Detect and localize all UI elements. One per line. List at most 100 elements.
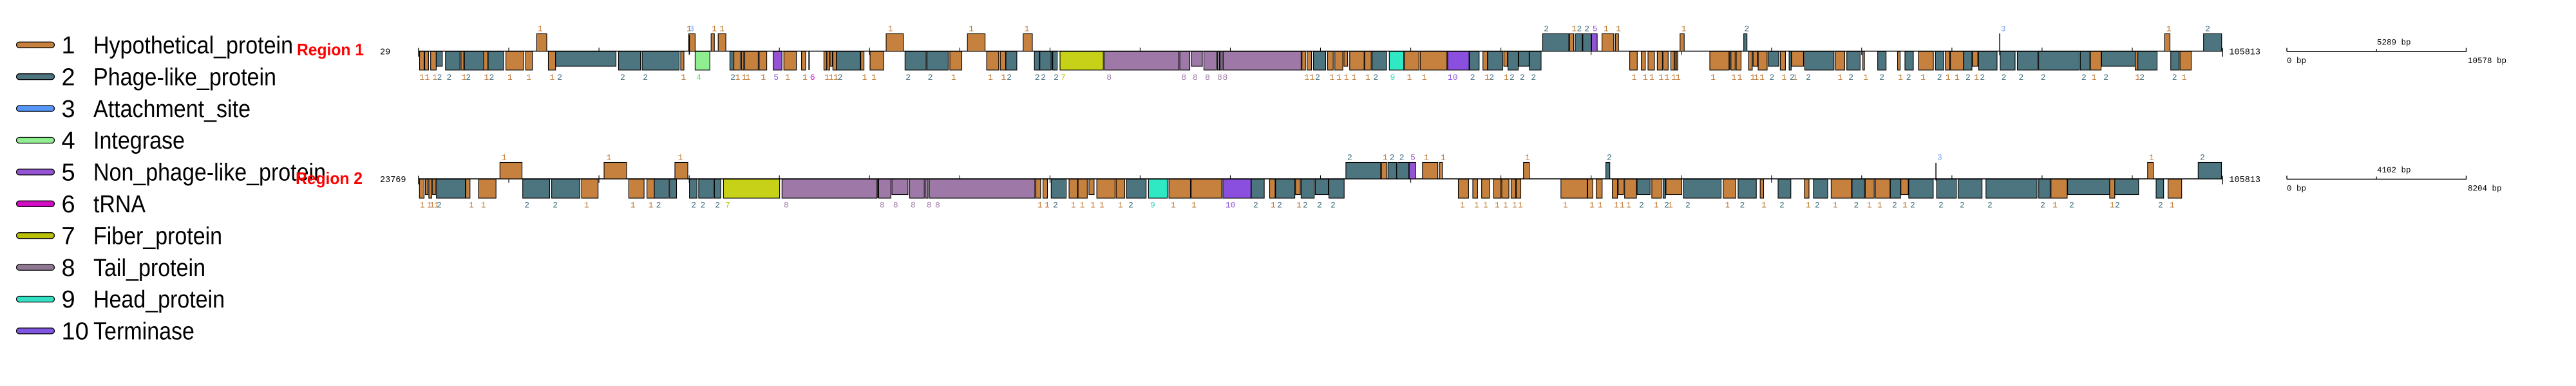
svg-text:1: 1: [1920, 73, 1926, 82]
svg-text:2: 2: [466, 73, 471, 82]
svg-text:9: 9: [1150, 201, 1155, 210]
svg-text:2: 2: [1848, 73, 1853, 82]
svg-text:1: 1: [462, 73, 467, 82]
svg-text:1: 1: [1946, 73, 1951, 82]
svg-text:1: 1: [1658, 73, 1663, 82]
svg-text:2: 2: [1390, 153, 1395, 163]
svg-text:1: 1: [630, 201, 636, 210]
svg-text:1: 1: [550, 73, 555, 82]
svg-text:1: 1: [1118, 201, 1123, 210]
svg-text:2: 2: [715, 201, 720, 210]
svg-text:1: 1: [1598, 201, 1603, 210]
svg-text:1: 1: [1525, 153, 1530, 163]
svg-text:Hypothetical_protein: Hypothetical_protein: [93, 32, 293, 59]
svg-text:1: 1: [833, 73, 838, 82]
svg-text:2: 2: [2002, 73, 2007, 82]
svg-text:1: 1: [951, 73, 956, 82]
svg-text:1: 1: [2136, 73, 2141, 82]
svg-text:8: 8: [893, 201, 898, 210]
svg-text:1: 1: [1877, 201, 1882, 210]
svg-text:8: 8: [62, 255, 75, 282]
svg-text:1: 1: [1296, 201, 1302, 210]
svg-text:2: 2: [1910, 201, 1915, 210]
svg-text:10578 bp: 10578 bp: [2468, 57, 2506, 66]
svg-text:4102 bp: 4102 bp: [2377, 166, 2411, 175]
svg-text:2: 2: [1303, 201, 1308, 210]
svg-text:2: 2: [1607, 153, 1612, 163]
svg-text:1: 1: [62, 32, 75, 59]
svg-text:1: 1: [432, 73, 437, 82]
svg-text:Terminase: Terminase: [93, 318, 194, 345]
svg-text:1: 1: [1422, 73, 1427, 82]
svg-text:1: 1: [1344, 73, 1349, 82]
svg-text:5: 5: [62, 160, 75, 187]
svg-text:2: 2: [2081, 73, 2087, 82]
svg-text:1: 1: [862, 73, 867, 82]
svg-text:1: 1: [1614, 201, 1619, 210]
svg-text:2: 2: [2158, 201, 2163, 210]
svg-text:1: 1: [502, 153, 507, 163]
svg-text:1: 1: [1867, 201, 1872, 210]
svg-text:5: 5: [1593, 24, 1598, 34]
svg-text:7: 7: [62, 223, 75, 250]
svg-text:1: 1: [1563, 201, 1568, 210]
svg-text:1: 1: [1001, 73, 1007, 82]
svg-text:2: 2: [557, 73, 562, 82]
svg-text:1: 1: [1304, 73, 1309, 82]
svg-text:1: 1: [1806, 201, 1811, 210]
svg-text:2: 2: [447, 73, 452, 82]
svg-text:2: 2: [2172, 73, 2177, 82]
svg-text:23769: 23769: [380, 176, 406, 185]
svg-text:1: 1: [1676, 73, 1681, 82]
svg-text:Tail_protein: Tail_protein: [93, 255, 205, 282]
svg-text:1: 1: [1863, 73, 1868, 82]
svg-text:2: 2: [2041, 73, 2046, 82]
svg-text:0 bp: 0 bp: [2287, 57, 2306, 66]
svg-text:1: 1: [1792, 73, 1797, 82]
svg-text:10: 10: [62, 318, 89, 345]
svg-text:1: 1: [507, 73, 513, 82]
svg-text:2: 2: [2103, 73, 2108, 82]
svg-text:1: 1: [719, 24, 724, 34]
svg-text:1: 1: [1424, 153, 1429, 163]
svg-text:1: 1: [1632, 73, 1637, 82]
svg-text:1: 1: [988, 73, 993, 82]
svg-text:2: 2: [2200, 153, 2205, 163]
svg-text:2: 2: [1489, 73, 1494, 82]
svg-text:2: 2: [620, 73, 625, 82]
svg-text:2: 2: [1806, 73, 1811, 82]
svg-text:2: 2: [838, 73, 843, 82]
svg-text:1: 1: [434, 201, 439, 210]
svg-text:2: 2: [1544, 24, 1549, 34]
svg-text:5289 bp: 5289 bp: [2377, 39, 2411, 48]
svg-text:1: 1: [607, 153, 612, 163]
svg-text:1: 1: [427, 201, 432, 210]
svg-text:2: 2: [437, 73, 442, 82]
svg-text:2: 2: [1685, 201, 1690, 210]
svg-text:2: 2: [730, 73, 735, 82]
svg-text:2: 2: [1577, 24, 1582, 34]
svg-text:2: 2: [1253, 201, 1258, 210]
svg-text:1: 1: [2166, 24, 2172, 34]
svg-text:6: 6: [810, 73, 815, 82]
svg-text:0 bp: 0 bp: [2287, 185, 2306, 194]
svg-text:1: 1: [1330, 73, 1335, 82]
svg-text:2: 2: [1854, 201, 1859, 210]
svg-text:1: 1: [687, 24, 692, 34]
svg-text:1: 1: [1974, 73, 1979, 82]
svg-text:1: 1: [1654, 201, 1659, 210]
svg-text:2: 2: [2069, 201, 2074, 210]
svg-text:8: 8: [911, 201, 916, 210]
svg-text:1: 1: [1037, 201, 1043, 210]
svg-text:1: 1: [712, 24, 717, 34]
svg-text:2: 2: [62, 64, 75, 91]
svg-text:1: 1: [1616, 24, 1621, 34]
svg-text:2: 2: [1520, 73, 1525, 82]
svg-text:1: 1: [1732, 73, 1737, 82]
svg-text:1: 1: [425, 73, 430, 82]
svg-text:1: 1: [1738, 73, 1743, 82]
svg-text:1: 1: [1710, 73, 1716, 82]
svg-text:1: 1: [1750, 73, 1756, 82]
svg-text:1: 1: [1365, 73, 1370, 82]
svg-text:1: 1: [681, 73, 687, 82]
